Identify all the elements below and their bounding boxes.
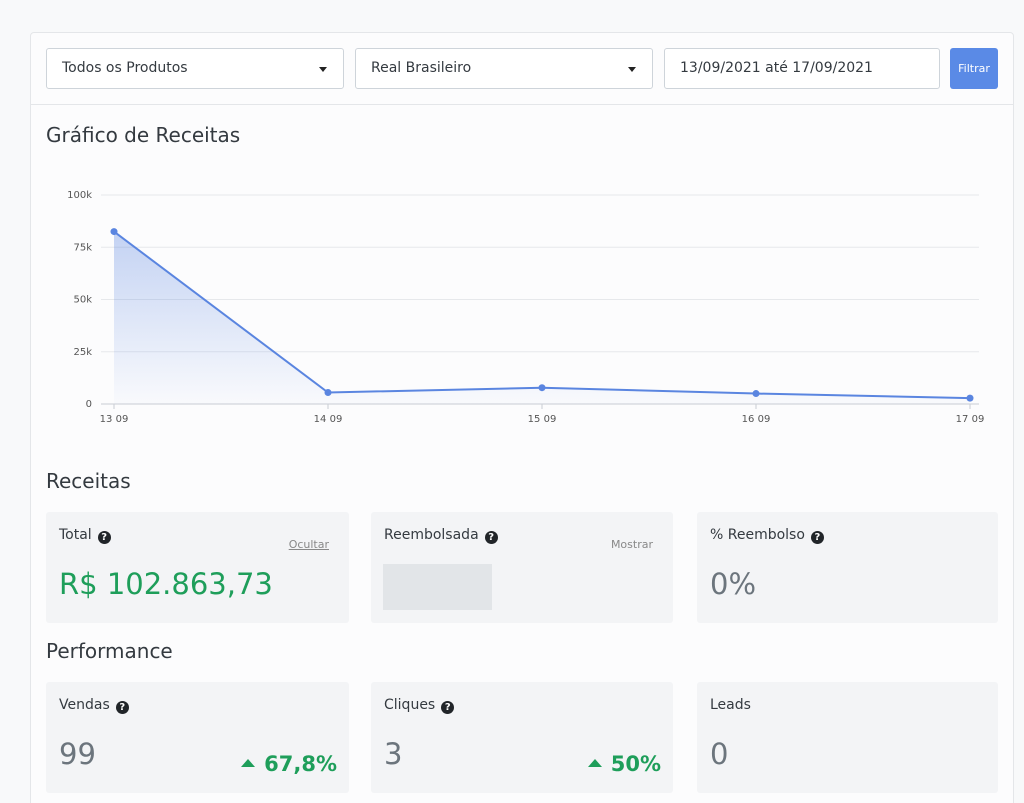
hidden-value-placeholder bbox=[383, 564, 492, 610]
revenue-chart: 0 25k 50k 75k 100k 13 09 14 09 15 09 16 09 17 09 bbox=[67, 190, 985, 425]
currency-select-value: Real Brasileiro bbox=[371, 60, 472, 76]
leads-label: Leads bbox=[710, 697, 751, 713]
refunded-card: Reembolsada? Mostrar bbox=[371, 512, 673, 623]
date-range-input[interactable]: 13/09/2021 até 17/09/2021 bbox=[664, 48, 940, 89]
dashboard-panel: Todos os Produtos Real Brasileiro 13/09/… bbox=[30, 32, 1014, 803]
y-tick-label: 50k bbox=[73, 295, 92, 306]
x-tick-label: 16 09 bbox=[742, 414, 771, 425]
date-range-value: 13/09/2021 até 17/09/2021 bbox=[680, 60, 873, 76]
y-tick-label: 0 bbox=[86, 399, 92, 410]
clicks-label: Cliques bbox=[384, 697, 436, 713]
total-label: Total bbox=[59, 527, 92, 543]
performance-title: Performance bbox=[46, 639, 173, 663]
y-tick-label: 75k bbox=[73, 242, 92, 253]
data-point bbox=[752, 390, 760, 398]
help-icon[interactable]: ? bbox=[484, 531, 498, 544]
filter-button[interactable]: Filtrar bbox=[950, 48, 998, 89]
total-value: R$ 102.863,73 bbox=[59, 567, 273, 601]
data-point bbox=[966, 394, 974, 402]
chevron-down-icon bbox=[628, 67, 636, 72]
help-icon[interactable]: ? bbox=[97, 531, 111, 544]
product-select-value: Todos os Produtos bbox=[62, 60, 188, 76]
sales-card: Vendas? 99 67,8% bbox=[46, 682, 349, 793]
x-tick-label: 14 09 bbox=[314, 414, 343, 425]
refund-percent-value: 0% bbox=[710, 567, 757, 601]
sales-delta-value: 67,8% bbox=[264, 752, 337, 776]
refunded-label: Reembolsada bbox=[384, 527, 479, 543]
clicks-delta-value: 50% bbox=[610, 752, 661, 776]
help-icon[interactable]: ? bbox=[441, 701, 455, 714]
arrow-up-icon bbox=[241, 759, 256, 767]
total-card: Total? Ocultar R$ 102.863,73 bbox=[46, 512, 349, 623]
show-link[interactable]: Mostrar bbox=[610, 538, 653, 551]
data-point bbox=[324, 389, 332, 397]
data-point bbox=[538, 384, 546, 392]
chart-area bbox=[114, 231, 970, 404]
y-tick-label: 25k bbox=[73, 347, 92, 358]
leads-value: 0 bbox=[710, 737, 729, 771]
chart-title: Gráfico de Receitas bbox=[46, 123, 241, 147]
sales-label: Vendas bbox=[59, 697, 110, 713]
refund-percent-card: % Reembolso? 0% bbox=[697, 512, 998, 623]
help-icon[interactable]: ? bbox=[810, 531, 824, 544]
receitas-title: Receitas bbox=[46, 469, 131, 493]
x-tick-label: 15 09 bbox=[528, 414, 557, 425]
sales-delta: 67,8% bbox=[241, 752, 337, 776]
clicks-delta: 50% bbox=[587, 752, 661, 776]
y-tick-label: 100k bbox=[67, 190, 92, 201]
filter-bar: Todos os Produtos Real Brasileiro 13/09/… bbox=[31, 33, 1013, 105]
x-tick-label: 13 09 bbox=[100, 414, 129, 425]
chart-points bbox=[110, 228, 974, 402]
hide-link[interactable]: Ocultar bbox=[288, 538, 329, 551]
data-point bbox=[110, 228, 118, 236]
x-tick-label: 17 09 bbox=[956, 414, 985, 425]
currency-select[interactable]: Real Brasileiro bbox=[355, 48, 653, 89]
clicks-value: 3 bbox=[384, 737, 403, 771]
sales-value: 99 bbox=[59, 737, 96, 771]
chart-y-axis: 0 25k 50k 75k 100k bbox=[67, 190, 92, 410]
leads-card: Leads 0 bbox=[697, 682, 998, 793]
help-icon[interactable]: ? bbox=[115, 701, 129, 714]
chevron-down-icon bbox=[319, 67, 327, 72]
clicks-card: Cliques? 3 50% bbox=[371, 682, 673, 793]
arrow-up-icon bbox=[587, 759, 602, 767]
product-select[interactable]: Todos os Produtos bbox=[46, 48, 344, 89]
refund-percent-label: % Reembolso bbox=[710, 527, 805, 543]
chart-x-axis: 13 09 14 09 15 09 16 09 17 09 bbox=[100, 404, 985, 425]
